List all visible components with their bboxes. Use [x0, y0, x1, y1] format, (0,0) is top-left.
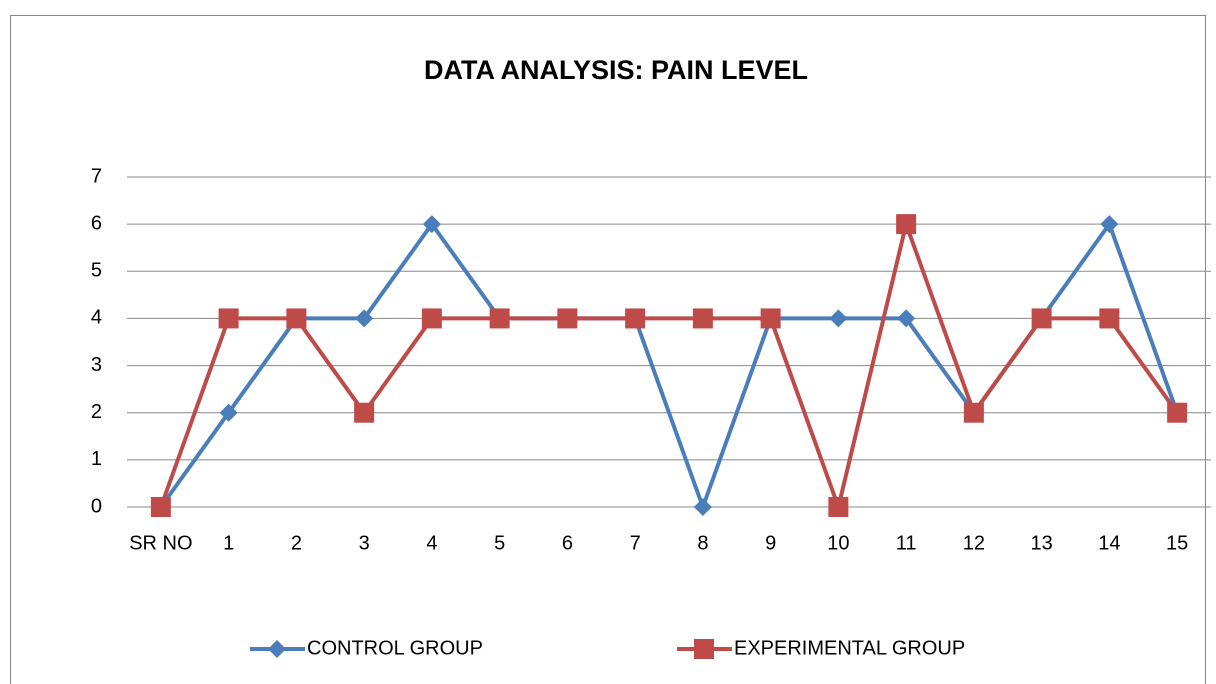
x-tick-label: 6: [562, 532, 573, 554]
marker: [1031, 308, 1052, 329]
y-tick-label: 6: [91, 212, 102, 234]
marker: [421, 308, 442, 329]
marker: [354, 402, 375, 423]
x-tick-label: 9: [765, 532, 776, 554]
y-tick-label: 1: [91, 448, 102, 470]
y-tick-label: 4: [91, 307, 102, 329]
x-tick-label: 2: [291, 532, 302, 554]
marker: [625, 308, 646, 329]
marker: [897, 309, 916, 328]
chart-title: DATA ANALYSIS: PAIN LEVEL: [424, 55, 808, 85]
marker: [694, 639, 714, 659]
x-tick-label: 7: [630, 532, 641, 554]
legend-label: CONTROL GROUP: [307, 637, 483, 659]
series-line: [158, 222, 1179, 509]
marker: [489, 308, 510, 329]
x-tick-label: 4: [426, 532, 437, 554]
marker: [692, 308, 713, 329]
marker: [286, 308, 307, 329]
marker: [1100, 215, 1119, 234]
marker: [218, 308, 239, 329]
marker: [150, 497, 171, 517]
x-tick-label: 15: [1166, 532, 1188, 554]
marker: [422, 215, 441, 234]
x-tick-label: 14: [1098, 532, 1120, 554]
y-tick-label: 7: [91, 165, 102, 187]
x-tick-label: 3: [359, 532, 370, 554]
marker: [355, 309, 374, 328]
x-tick-label: SR NO: [129, 532, 192, 554]
marker: [1167, 402, 1188, 423]
chart-frame: [10, 15, 1206, 684]
y-tick-label: 0: [91, 495, 102, 517]
x-tick-label: 5: [494, 532, 505, 554]
y-tick-label: 2: [91, 401, 102, 423]
x-tick-label: 10: [827, 532, 849, 554]
x-tick-label: 12: [963, 532, 985, 554]
marker: [760, 308, 781, 329]
marker: [829, 309, 848, 328]
marker: [268, 640, 286, 658]
marker: [219, 403, 238, 422]
y-tick-label: 3: [91, 354, 102, 376]
marker: [1099, 308, 1120, 329]
x-tick-label: 13: [1031, 532, 1053, 554]
x-tick-label: 1: [223, 532, 234, 554]
marker: [963, 402, 984, 423]
marker: [693, 498, 712, 516]
marker: [896, 214, 917, 235]
x-tick-label: 8: [697, 532, 708, 554]
marker: [828, 497, 849, 517]
legend-label: EXPERIMENTAL GROUP: [734, 637, 965, 659]
marker: [557, 308, 578, 329]
x-tick-label: 11: [896, 532, 917, 554]
y-tick-label: 5: [91, 260, 102, 282]
